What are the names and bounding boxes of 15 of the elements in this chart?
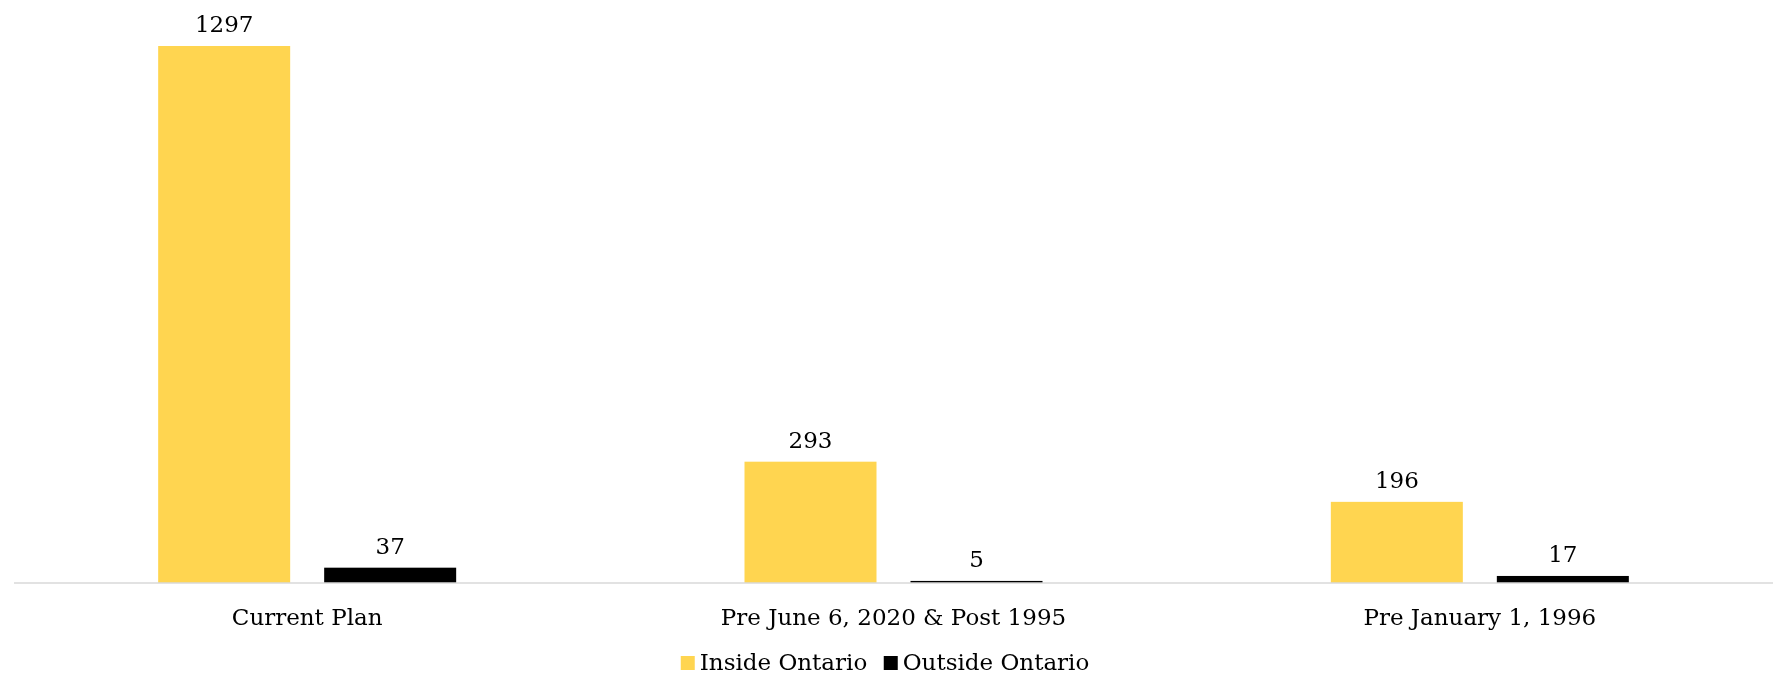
- data-label: 37: [375, 532, 405, 559]
- data-label: 196: [1374, 466, 1419, 493]
- legend-label: Inside Ontario: [699, 649, 868, 675]
- data-label: 5: [969, 545, 984, 572]
- bar: [744, 461, 877, 583]
- data-label: 17: [1548, 540, 1578, 567]
- x-tick-label: Pre January 1, 1996: [1363, 604, 1597, 630]
- legend-label: Outside Ontario: [902, 649, 1090, 675]
- bar: [324, 567, 457, 583]
- data-label: 293: [788, 426, 833, 453]
- x-tick-label: Pre June 6, 2020 & Post 1995: [720, 604, 1067, 630]
- x-tick-label: Current Plan: [231, 604, 383, 630]
- bar: [1330, 501, 1463, 583]
- bar: [158, 46, 291, 583]
- data-label: 1297: [194, 11, 254, 37]
